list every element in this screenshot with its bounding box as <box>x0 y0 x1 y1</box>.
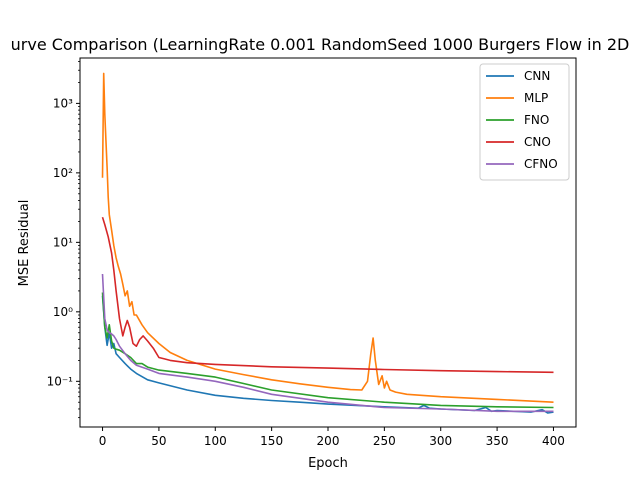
legend-label-mlp: MLP <box>524 91 548 105</box>
legend-label-cnn: CNN <box>524 69 550 83</box>
x-tick-label: 350 <box>486 434 509 448</box>
legend: CNN MLP FNO CNO CFNO <box>479 63 570 181</box>
x-axis-label: Epoch <box>308 456 348 471</box>
y-tick-label: 10⁰ <box>53 305 73 319</box>
legend-box <box>479 63 570 181</box>
legend-label-cfno: CFNO <box>524 157 558 171</box>
x-tick-label: 400 <box>542 434 565 448</box>
y-tick-label: 10⁻¹ <box>47 374 74 388</box>
y-axis: 10⁻¹ 10⁰ 10¹ 10² 10³ <box>47 61 80 419</box>
plot-lines <box>101 72 554 414</box>
x-tick-label: 200 <box>317 434 340 448</box>
series-line-fno <box>101 292 554 409</box>
series-line-cnn <box>101 295 554 414</box>
series-line-mlp <box>101 72 554 403</box>
chart-title: urve Comparison (LearningRate 0.001 Rand… <box>11 35 630 54</box>
x-tick-label: 50 <box>151 434 166 448</box>
x-tick-label: 300 <box>429 434 452 448</box>
series-line-cfno <box>101 273 554 413</box>
x-axis: 0 50 100 150 200 250 300 350 400 <box>99 427 565 448</box>
y-axis-label: MSE Residual <box>17 200 32 287</box>
legend-label-cno: CNO <box>524 135 551 149</box>
x-tick-label: 100 <box>204 434 227 448</box>
y-tick-label: 10³ <box>53 96 73 110</box>
y-tick-label: 10¹ <box>53 235 73 249</box>
x-tick-label: 0 <box>99 434 107 448</box>
series-line-cno <box>101 216 554 374</box>
x-tick-label: 250 <box>373 434 396 448</box>
y-tick-label: 10² <box>53 166 73 180</box>
x-tick-label: 150 <box>260 434 283 448</box>
legend-label-fno: FNO <box>524 113 549 127</box>
